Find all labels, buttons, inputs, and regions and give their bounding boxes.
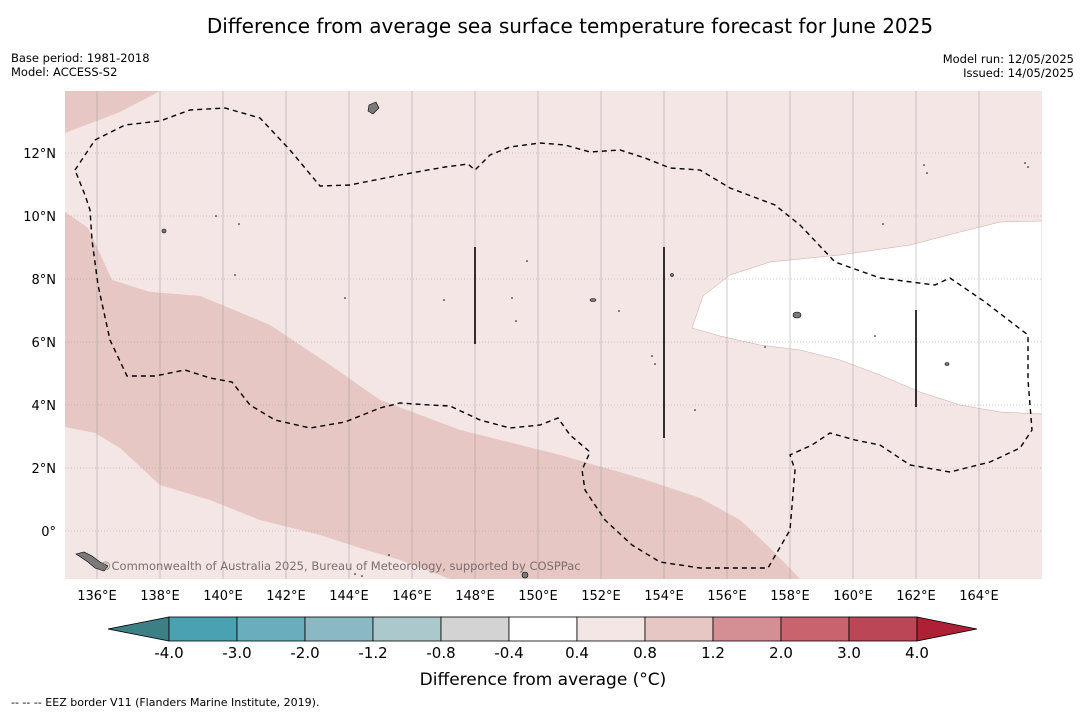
model-run: Model run: 12/05/2025 (942, 52, 1074, 66)
colorbar-tick-label: -0.4 (494, 644, 523, 662)
lat-label: 2°N (32, 462, 57, 477)
issued-date: Issued: 14/05/2025 (963, 66, 1074, 80)
copyright-credit: ©Commonwealth of Australia 2025, Bureau … (100, 559, 581, 573)
anomaly-band-neutral (691, 220, 1042, 415)
model-info: Base period: 1981-2018 Model: ACCESS-S2 (11, 51, 150, 79)
colorbar-bin (712, 616, 782, 642)
lon-label: 136°E (77, 589, 117, 604)
graticule (96, 91, 980, 579)
lon-label: 154°E (644, 589, 684, 604)
lon-label: 150°E (518, 589, 558, 604)
lon-label: 140°E (203, 589, 243, 604)
map-title: Difference from average sea surface temp… (206, 14, 934, 38)
lat-label: 4°N (32, 399, 57, 414)
lon-label: 144°E (329, 589, 369, 604)
colorbar-extend-low (107, 616, 170, 642)
anomaly-band-0-8-1-2-south (65, 212, 800, 579)
colorbar-tick-label: 1.2 (701, 644, 725, 662)
lat-label: 12°N (23, 147, 56, 162)
colorbar-bin (168, 616, 238, 642)
colorbar-bin (304, 616, 374, 642)
lon-label: 162°E (896, 589, 936, 604)
colorbar-label: Difference from average (°C) (419, 670, 667, 690)
colorbar-tick-label: -1.2 (358, 644, 387, 662)
base-period: Base period: 1981-2018 (11, 51, 150, 65)
colorbar-tick-label: -3.0 (222, 644, 251, 662)
lat-label: 0° (41, 525, 56, 540)
lat-label: 10°N (23, 210, 56, 225)
lat-label: 8°N (32, 273, 57, 288)
island-small-5 (521, 571, 529, 579)
colorbar-tick-label: -4.0 (154, 644, 183, 662)
lon-axis-labels: 136°E 138°E 140°E 142°E 144°E 146°E 148°… (77, 589, 999, 604)
colorbar-extend-high (916, 616, 978, 642)
colorbar-tick-label: -2.0 (290, 644, 319, 662)
anomaly-band-0-4-0-8-southwest (65, 427, 450, 579)
lat-axis-labels: 12°N 10°N 8°N 6°N 4°N 2°N 0° (23, 147, 56, 540)
island-southwest (75, 551, 109, 572)
run-info: Model run: 12/05/2025 Issued: 14/05/2025 (943, 52, 1074, 80)
map-panel: ©Commonwealth of Australia 2025, Bureau … (65, 91, 1042, 579)
colorbar-tick-label: -0.8 (426, 644, 455, 662)
colorbar-bin (440, 616, 510, 642)
colorbar-tick-label: 2.0 (769, 644, 793, 662)
lon-label: 138°E (140, 589, 180, 604)
lon-label: 142°E (266, 589, 306, 604)
island-pohnpei-region (792, 311, 802, 319)
lon-label: 156°E (707, 589, 747, 604)
colorbar-tick-label: 3.0 (837, 644, 861, 662)
lon-label: 160°E (833, 589, 873, 604)
eez-border (74, 107, 1033, 569)
lon-label: 164°E (959, 589, 999, 604)
model-name: Model: ACCESS-S2 (11, 65, 118, 79)
island-small-3 (944, 362, 950, 366)
colorbar-bin (508, 616, 578, 642)
colorbar-tick-label: 0.8 (633, 644, 657, 662)
island-small-4 (670, 273, 674, 277)
colorbar-ticks: -4.0 -3.0 -2.0 -1.2 -0.8 -0.4 0.4 0.8 1.… (154, 644, 929, 662)
lat-label: 6°N (32, 336, 57, 351)
lon-label: 146°E (392, 589, 432, 604)
lon-label: 148°E (455, 589, 495, 604)
colorbar-bin (848, 616, 918, 642)
colorbar-tick-label: 4.0 (905, 644, 929, 662)
colorbar-bin (236, 616, 306, 642)
eez-legend: -- -- -- EEZ border V11 (Flanders Marine… (11, 696, 320, 709)
islands (75, 101, 950, 579)
colorbar-bin (372, 616, 442, 642)
anomaly-band-0-8-1-2-north-corner (65, 91, 160, 133)
colorbar (107, 616, 978, 642)
colorbar-bin (576, 616, 646, 642)
colorbar-bin (644, 616, 714, 642)
island-small-1 (161, 228, 167, 234)
reef-dots (215, 162, 1029, 577)
graticule-lat (65, 152, 1042, 532)
island-chuuk-region (367, 101, 380, 115)
colorbar-bin (780, 616, 850, 642)
colorbar-tick-label: 0.4 (565, 644, 589, 662)
lon-label: 152°E (581, 589, 621, 604)
lon-label: 158°E (770, 589, 810, 604)
island-small-2 (589, 298, 597, 302)
meridian-segments (474, 247, 917, 438)
